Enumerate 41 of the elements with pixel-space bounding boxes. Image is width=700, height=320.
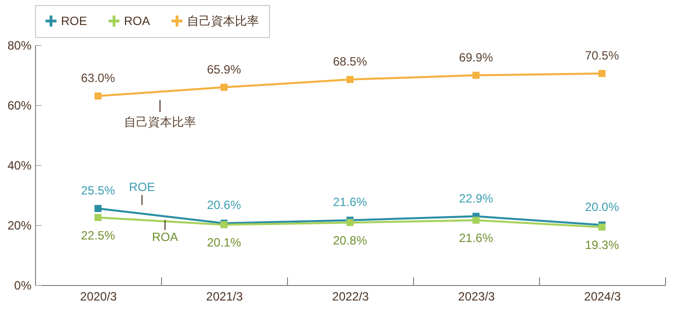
data-label: 21.6% — [332, 195, 368, 210]
data-label: 20.1% — [206, 236, 242, 250]
x-tick-label: 2022/3 — [332, 290, 370, 304]
y-tick-label: 80% — [7, 38, 32, 52]
data-label: 65.9% — [206, 62, 242, 76]
point — [94, 214, 102, 222]
y-tick-label: 60% — [7, 98, 32, 112]
legend-label: ROA — [124, 14, 150, 28]
data-label: 69.9% — [458, 50, 494, 64]
point — [346, 219, 354, 226]
data-label: 21.6% — [458, 231, 494, 246]
data-label: 63.0% — [80, 71, 116, 85]
point — [220, 84, 228, 91]
point — [472, 216, 480, 224]
data-label: 70.5% — [584, 48, 620, 62]
x-tick-label: 2023/3 — [458, 290, 496, 304]
point — [598, 224, 606, 231]
legend-label: ROE — [61, 14, 88, 28]
point — [346, 76, 354, 84]
x-tick-label: 2021/3 — [206, 290, 244, 304]
point — [94, 204, 102, 212]
annotation: 自己資本比率 — [124, 115, 196, 129]
data-label: 22.9% — [458, 191, 494, 206]
data-label: 20.6% — [206, 198, 242, 212]
annotation: ROE — [128, 180, 156, 194]
data-label: 68.5% — [332, 54, 368, 68]
data-label: 22.5% — [80, 228, 116, 242]
y-tick-label: 0% — [14, 278, 32, 292]
data-label: 19.3% — [584, 238, 620, 252]
data-label: 20.8% — [332, 234, 368, 248]
data-label: 25.5% — [80, 184, 116, 198]
legend-label: 自己資本比率 — [187, 14, 259, 28]
data-label: 20.0% — [584, 200, 620, 214]
x-tick-label: 2020/3 — [80, 290, 118, 304]
point — [598, 70, 606, 78]
annotation: ROA — [152, 230, 178, 244]
x-tick-label: 2024/3 — [584, 290, 622, 304]
point — [472, 72, 480, 79]
point — [94, 92, 102, 100]
y-tick-label: 40% — [7, 158, 32, 172]
y-tick-label: 20% — [7, 218, 32, 232]
